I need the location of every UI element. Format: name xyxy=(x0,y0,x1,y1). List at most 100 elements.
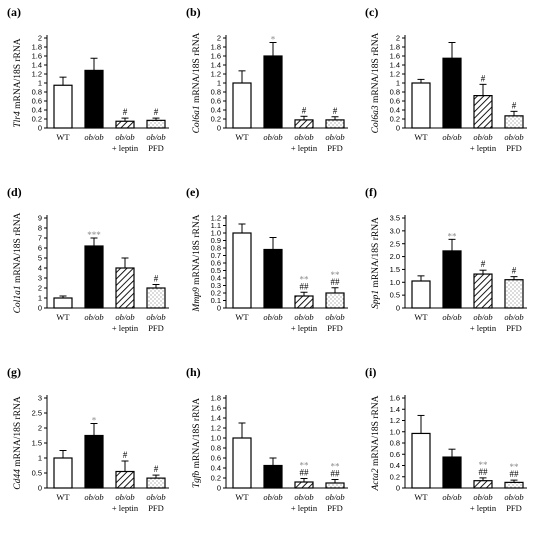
gene-name: Tlr4 xyxy=(13,111,23,128)
category-label: ob/ob xyxy=(325,492,344,502)
panel-label: (d) xyxy=(7,185,22,199)
category-sublabel: PFD xyxy=(327,323,343,333)
significance-marker: ## xyxy=(331,277,341,287)
y-tick-label: 1 xyxy=(38,454,42,463)
bar-2 xyxy=(442,456,462,489)
category-sublabel: PFD xyxy=(148,143,164,153)
category-label: ob/ob xyxy=(442,132,461,142)
y-axis-unit: mRNA/18S rRNA xyxy=(371,395,381,468)
y-tick-label: 1.2 xyxy=(390,416,400,425)
y-tick-label: 0.5 xyxy=(390,291,400,300)
bar-4 xyxy=(325,292,345,309)
y-tick-label: 1.4 xyxy=(32,61,42,70)
bar-1 xyxy=(232,82,252,129)
y-tick-label: 0 xyxy=(38,124,42,133)
y-tick-label: 1.0 xyxy=(390,427,400,436)
y-axis-unit: mRNA/18S rRNA xyxy=(13,212,23,285)
y-axis-label: Tlr4 mRNA/18S rRNA xyxy=(13,38,23,127)
bar-4 xyxy=(146,287,166,309)
y-tick-label: 0.6 xyxy=(32,97,42,106)
y-tick-label: 1.8 xyxy=(390,43,400,52)
significance-marker: # xyxy=(123,450,128,460)
category-label: WT xyxy=(235,492,249,502)
y-axis-unit: mRNA/18S rRNA xyxy=(13,396,23,469)
bar-1 xyxy=(53,457,73,489)
bar-2 xyxy=(263,464,283,489)
y-axis-unit: mRNA/18S rRNA xyxy=(192,214,202,287)
y-tick-label: 0 xyxy=(396,304,400,313)
y-tick-label: 1.6 xyxy=(390,394,400,403)
category-label: ob/ob xyxy=(263,132,282,142)
significance-marker: ## xyxy=(300,281,310,291)
panel-label: (e) xyxy=(186,185,199,199)
y-tick-label: 0.8 xyxy=(211,244,221,253)
category-label: WT xyxy=(56,132,70,142)
gene-name: Tgfb xyxy=(191,470,202,488)
y-axis-unit: mRNA/18S rRNA xyxy=(13,38,23,111)
bar-1 xyxy=(232,232,252,309)
y-tick-label: 4 xyxy=(38,264,42,273)
y-tick-label: 3.0 xyxy=(390,226,400,235)
significance-marker: ** xyxy=(300,274,310,284)
significance-marker: # xyxy=(481,259,486,269)
y-tick-label: 0.2 xyxy=(211,474,221,483)
category-sublabel: + leptin xyxy=(112,503,139,513)
bar-2 xyxy=(84,434,104,489)
y-tick-label: 1 xyxy=(38,294,42,303)
y-axis-label: Tgfb mRNA/18S rRNA xyxy=(191,398,202,488)
y-tick-label: 0.2 xyxy=(390,115,400,124)
bar-2 xyxy=(442,57,462,129)
y-tick-label: 1.5 xyxy=(390,265,400,274)
bar-2 xyxy=(84,245,104,309)
bar-4 xyxy=(146,119,166,129)
significance-marker: ## xyxy=(331,469,341,479)
bar-3 xyxy=(473,273,493,309)
panel-e: (e) Mmp9 mRNA/18S rRNA 00.10.20.30.40.50.6… xyxy=(186,185,348,333)
category-label: ob/ob xyxy=(115,132,134,142)
significance-marker: ** xyxy=(331,270,341,280)
y-tick-label: 1.0 xyxy=(390,278,400,287)
y-tick-label: 0.6 xyxy=(211,259,221,268)
y-axis-label: Mmp9 mRNA/18S rRNA xyxy=(192,214,202,312)
y-tick-label: 0.8 xyxy=(211,88,221,97)
category-label: ob/ob xyxy=(325,312,344,322)
category-label: WT xyxy=(56,312,70,322)
y-tick-label: 1.5 xyxy=(32,439,42,448)
y-tick-label: 0.8 xyxy=(390,439,400,448)
panel-f: (f) Spp1 mRNA/18S rRNA 0 0.5 1.0 1.5 2.0 2.5 3.0… xyxy=(365,185,527,333)
y-tick-label: 0.5 xyxy=(32,469,42,478)
category-label: ob/ob xyxy=(146,312,165,322)
y-tick-label: 1.2 xyxy=(211,424,221,433)
y-tick-label: 1.4 xyxy=(390,61,400,70)
y-tick-label: 0.4 xyxy=(211,106,221,115)
bar-3 xyxy=(294,481,314,489)
panel-label: (i) xyxy=(365,365,376,379)
panel-label: (f) xyxy=(365,185,377,199)
category-label: WT xyxy=(414,312,428,322)
category-label: ob/ob xyxy=(504,492,523,502)
panel-g: (g) Cd44 mRNA/18S rRNA 0 0.5 1 1.5 2 2.5 3 WT * ob/… xyxy=(7,365,169,513)
significance-marker: *** xyxy=(87,230,101,240)
y-tick-label: 1.2 xyxy=(211,70,221,79)
significance-marker: # xyxy=(154,107,159,117)
y-tick-label: 2 xyxy=(217,34,221,43)
y-tick-label: 0.7 xyxy=(211,251,221,260)
bar-2 xyxy=(263,248,283,309)
gene-name: Acta2 xyxy=(371,468,381,491)
y-tick-label: 0.4 xyxy=(390,106,400,115)
y-tick-label: 1.8 xyxy=(211,43,221,52)
panel-i: (i) Acta2 mRNA/18S rRNA 0 0.2 0.4 0.6 0.8 1.0 1.… xyxy=(365,365,527,513)
category-label: ob/ob xyxy=(263,492,282,502)
y-tick-label: 0 xyxy=(38,304,42,313)
bar-1 xyxy=(411,82,431,129)
significance-marker: # xyxy=(123,107,128,117)
y-tick-label: 0.8 xyxy=(211,444,221,453)
y-tick-label: 0.1 xyxy=(211,296,221,305)
bar-1 xyxy=(411,280,431,309)
significance-marker: # xyxy=(481,73,486,83)
category-label: WT xyxy=(235,132,249,142)
y-tick-label: 0.5 xyxy=(211,266,221,275)
panels: (a)Tlr4 mRNA/18S rRNA00.20.40.60.811.21.… xyxy=(7,5,527,513)
